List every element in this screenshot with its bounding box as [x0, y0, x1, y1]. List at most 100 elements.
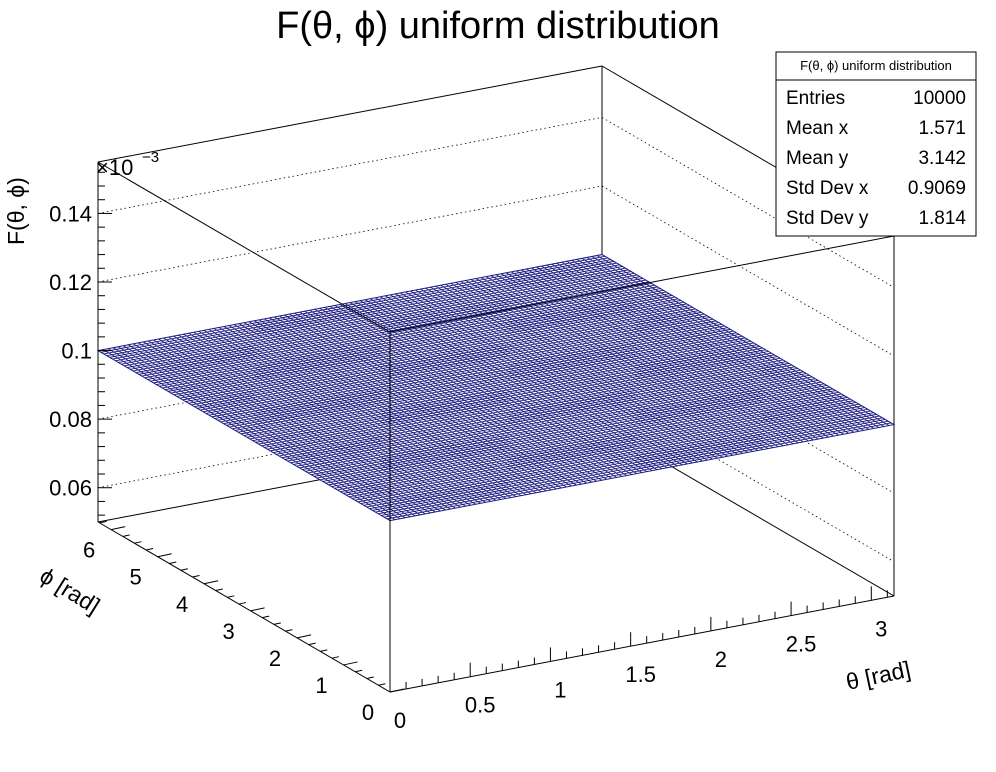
stats-row-label: Mean y — [786, 148, 849, 169]
surface-line — [197, 311, 702, 409]
surface-line — [566, 260, 859, 432]
surface-line — [415, 289, 708, 461]
surface-line — [238, 335, 743, 433]
surface-line — [546, 264, 839, 436]
surface-line — [217, 323, 722, 421]
y-tick — [111, 526, 126, 531]
stats-title: F(θ, ϕ) uniform distribution — [800, 58, 952, 73]
z-exponent: ×10 −3 — [96, 149, 159, 180]
surface-line — [425, 287, 718, 459]
surface-line — [115, 264, 620, 362]
surface-line — [130, 272, 635, 370]
x-tick-label: 2 — [715, 647, 727, 672]
surface-mesh — [96, 254, 896, 522]
surface-line — [109, 260, 614, 358]
surface-line — [435, 285, 728, 457]
surface-line — [150, 284, 655, 382]
surface-line — [465, 280, 759, 451]
surface-line — [511, 271, 804, 443]
surface-line — [531, 267, 824, 439]
surface-line — [188, 306, 693, 404]
surface-line — [500, 273, 794, 445]
gridline — [97, 185, 603, 283]
y-minor-tick — [215, 588, 223, 592]
surface-line — [586, 257, 880, 428]
surface-line — [561, 261, 854, 433]
surface-line — [153, 286, 658, 384]
surface-line — [374, 297, 668, 469]
surface-line — [243, 339, 749, 437]
y-minor-tick — [145, 547, 154, 551]
surface-line — [132, 274, 638, 372]
surface-line — [495, 274, 789, 446]
y-minor-tick — [227, 595, 235, 598]
surface-line — [576, 258, 870, 430]
surface-line — [103, 257, 608, 355]
surface-line — [176, 300, 681, 397]
surface-line — [400, 292, 693, 464]
y-tick — [296, 634, 312, 639]
y-tick — [343, 661, 358, 666]
axis-tick-labels: 0.06 0.08 0.1 0.12 0.14 0 0.5 1 1.5 2 2.5 3 0 1 2 3 4 5 6 — [49, 201, 887, 733]
y-minor-tick — [366, 676, 374, 679]
z-tick-label: 0.1 — [61, 339, 92, 364]
surface-line — [179, 301, 684, 399]
surface-line — [455, 282, 749, 453]
surface-line — [405, 291, 698, 463]
y-tick — [204, 580, 219, 585]
z-tick-label: 0.06 — [49, 476, 92, 501]
surface-line — [410, 290, 703, 462]
stats-row-label: Std Dev x — [786, 178, 869, 199]
surface-line — [354, 301, 648, 473]
y-minor-tick — [122, 534, 130, 537]
z-tick-label: 0.08 — [49, 407, 92, 432]
surface-line — [135, 276, 641, 374]
y-tick-label: 4 — [176, 592, 188, 617]
y-tick-label: 6 — [83, 538, 95, 563]
surface-line — [235, 334, 740, 431]
z-tick-label: 0.14 — [49, 201, 92, 226]
surface-line — [506, 272, 799, 444]
y-minor-tick — [355, 669, 363, 673]
surface-line — [390, 294, 683, 466]
surface-line — [159, 289, 664, 387]
stats-row-value: 10000 — [913, 88, 966, 109]
y-axis-line — [97, 521, 391, 693]
z-axis-label: F(θ, ϕ) — [3, 177, 29, 245]
y-minor-tick — [378, 683, 386, 686]
surface-line — [369, 298, 663, 470]
surface-line — [191, 308, 696, 406]
surface-line — [118, 266, 623, 363]
surface-line — [445, 283, 738, 455]
y-tick — [389, 688, 405, 693]
surface-line — [591, 256, 885, 427]
surface-line — [440, 284, 733, 456]
surface-line — [182, 303, 687, 401]
surface-line — [185, 305, 690, 403]
surface-line — [220, 325, 725, 423]
stats-row-value: 3.142 — [918, 148, 966, 169]
surface-line — [229, 330, 734, 428]
surface-line — [380, 296, 673, 468]
surface-line — [208, 318, 714, 416]
surface-line — [420, 288, 713, 460]
surface-line — [124, 269, 629, 367]
surface-line — [536, 266, 829, 438]
box-edge — [389, 235, 895, 333]
surface-line — [596, 255, 890, 426]
x-tick-label: 1.5 — [625, 662, 656, 687]
y-axis-label: ϕ [rad] — [35, 562, 104, 619]
surface-line — [556, 262, 849, 434]
stats-row-label: Mean x — [786, 118, 849, 139]
axis-ticks — [97, 162, 888, 693]
surface-line — [214, 322, 719, 420]
surface-line — [450, 282, 744, 454]
surface-line — [364, 299, 658, 471]
surface-line — [226, 328, 731, 426]
surface-line — [460, 281, 754, 452]
surface-line — [106, 259, 611, 357]
surface-line — [165, 293, 670, 391]
surface-line — [521, 269, 814, 441]
surface-line — [144, 281, 649, 379]
